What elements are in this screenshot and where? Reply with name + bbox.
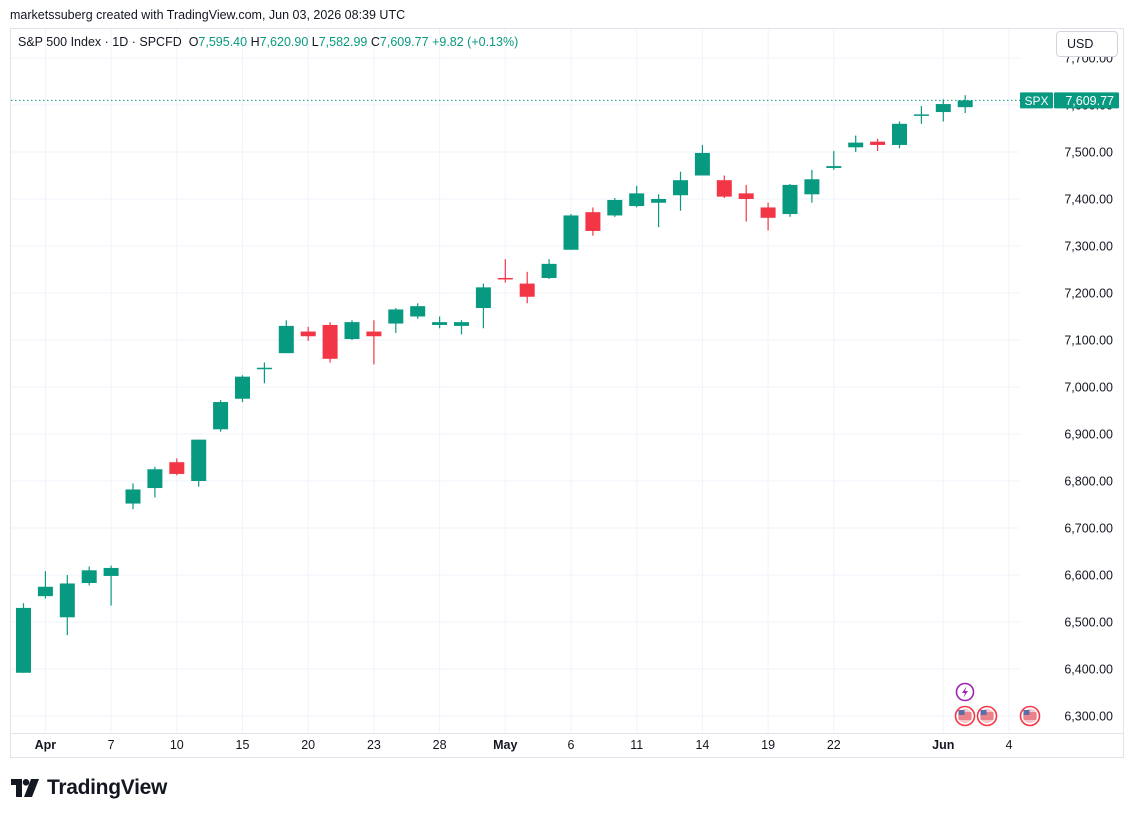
candle-up: [694, 152, 710, 176]
price-axis-label: 6,600.00: [1064, 569, 1113, 583]
tradingview-logo-icon: [11, 779, 39, 797]
time-axis-label: 28: [433, 738, 447, 752]
price-axis-label: 7,400.00: [1064, 193, 1113, 207]
candle-up: [913, 114, 929, 116]
candle-up: [388, 309, 404, 324]
price-axis-label: 6,300.00: [1064, 710, 1113, 724]
price-axis-label: 7,500.00: [1064, 146, 1113, 160]
candle-up: [344, 322, 360, 340]
candle-up: [651, 199, 667, 203]
us-flag-canton: [958, 710, 965, 715]
candle-up: [410, 306, 426, 317]
time-axis-label: 10: [170, 738, 184, 752]
candle-up: [16, 607, 31, 673]
candle-up: [673, 180, 688, 196]
candle-up: [892, 123, 907, 145]
time-axis-label: 14: [695, 738, 709, 752]
candle-up: [37, 586, 53, 597]
candle-up: [278, 325, 294, 354]
open-label: O: [188, 35, 199, 49]
candle-up: [147, 469, 163, 489]
price-axis-label: 7,200.00: [1064, 287, 1113, 301]
candle-up: [826, 166, 842, 168]
price-tag-symbol-bg: [1020, 92, 1053, 109]
high-value: 7,620.90: [259, 35, 309, 49]
candle-up: [629, 193, 645, 207]
time-axis-label: Apr: [35, 738, 57, 752]
candle-down: [169, 462, 185, 474]
candle-down: [870, 141, 886, 145]
candle-up: [191, 439, 207, 481]
candle-down: [738, 193, 754, 199]
candle-up: [125, 489, 141, 504]
candle-up: [541, 263, 557, 278]
candle-down: [585, 212, 601, 231]
candle-up: [475, 287, 491, 309]
candle-up: [563, 215, 579, 250]
price-tag-value-bg: [1054, 92, 1119, 109]
lightning-bolt: [962, 686, 968, 698]
brand-name: TradingView: [47, 776, 168, 799]
chart-frame: [10, 28, 1124, 758]
candle-up: [59, 583, 75, 618]
candle-down: [760, 207, 776, 218]
candle-up: [848, 142, 864, 148]
price-axis-label: 6,800.00: [1064, 475, 1113, 489]
candle-up: [935, 104, 951, 113]
candle-down: [300, 331, 316, 337]
open-value: 7,595.40: [198, 35, 248, 49]
price-axis-label: 6,400.00: [1064, 663, 1113, 677]
candle-up: [804, 179, 820, 195]
us-flag-canton: [1023, 710, 1030, 715]
candle-down: [497, 277, 513, 280]
tradingview-brand[interactable]: TradingView: [11, 776, 167, 800]
time-axis-label: May: [493, 738, 517, 752]
time-axis-label: 7: [108, 738, 115, 752]
candle-down: [519, 283, 535, 297]
candle-up: [235, 376, 250, 399]
time-axis-label: 20: [301, 738, 315, 752]
candle-up: [213, 402, 229, 430]
symbol-name[interactable]: S&P 500 Index · 1D · SPCFD: [18, 35, 182, 49]
close-value: 7,609.77: [379, 35, 429, 49]
symbol-legend: S&P 500 Index · 1D · SPCFD O7,595.40 H7,…: [18, 35, 518, 49]
candle-down: [366, 331, 382, 337]
candle-up: [432, 322, 448, 325]
candle-up: [256, 367, 272, 370]
us-flag-canton: [980, 710, 987, 715]
candle-up: [607, 199, 623, 216]
price-axis-label: 6,900.00: [1064, 428, 1113, 442]
time-axis-label: 23: [367, 738, 381, 752]
time-axis-label: 22: [827, 738, 841, 752]
candle-up: [454, 322, 469, 326]
candle-up: [782, 184, 798, 215]
price-tag-symbol: SPX: [1024, 94, 1048, 108]
close-label: C: [370, 35, 380, 49]
currency-button[interactable]: USD: [1056, 31, 1118, 57]
low-value: 7,582.99: [318, 35, 368, 49]
candle-up: [957, 100, 973, 108]
time-axis-label: Jun: [932, 738, 954, 752]
time-axis-label: 15: [236, 738, 250, 752]
time-axis-label: 4: [1006, 738, 1013, 752]
price-axis-label: 7,300.00: [1064, 240, 1113, 254]
candle-down: [716, 180, 732, 197]
price-axis-label: 6,500.00: [1064, 616, 1113, 630]
time-axis-label: 6: [568, 738, 575, 752]
low-label: L: [311, 35, 319, 49]
time-axis-label: 19: [761, 738, 775, 752]
candle-up: [103, 567, 119, 576]
price-tag-value: 7,609.77: [1065, 94, 1114, 108]
price-axis-label: 6,700.00: [1064, 522, 1113, 536]
candle-down: [322, 324, 338, 359]
chart-credit: marketssuberg created with TradingView.c…: [10, 8, 406, 22]
time-axis-label: 11: [630, 738, 643, 752]
high-label: H: [250, 35, 260, 49]
price-axis-label: 7,100.00: [1064, 334, 1113, 348]
change-value: +9.82 (+0.13%): [432, 35, 519, 49]
price-axis-label: 7,000.00: [1064, 381, 1113, 395]
candle-up: [81, 570, 97, 583]
